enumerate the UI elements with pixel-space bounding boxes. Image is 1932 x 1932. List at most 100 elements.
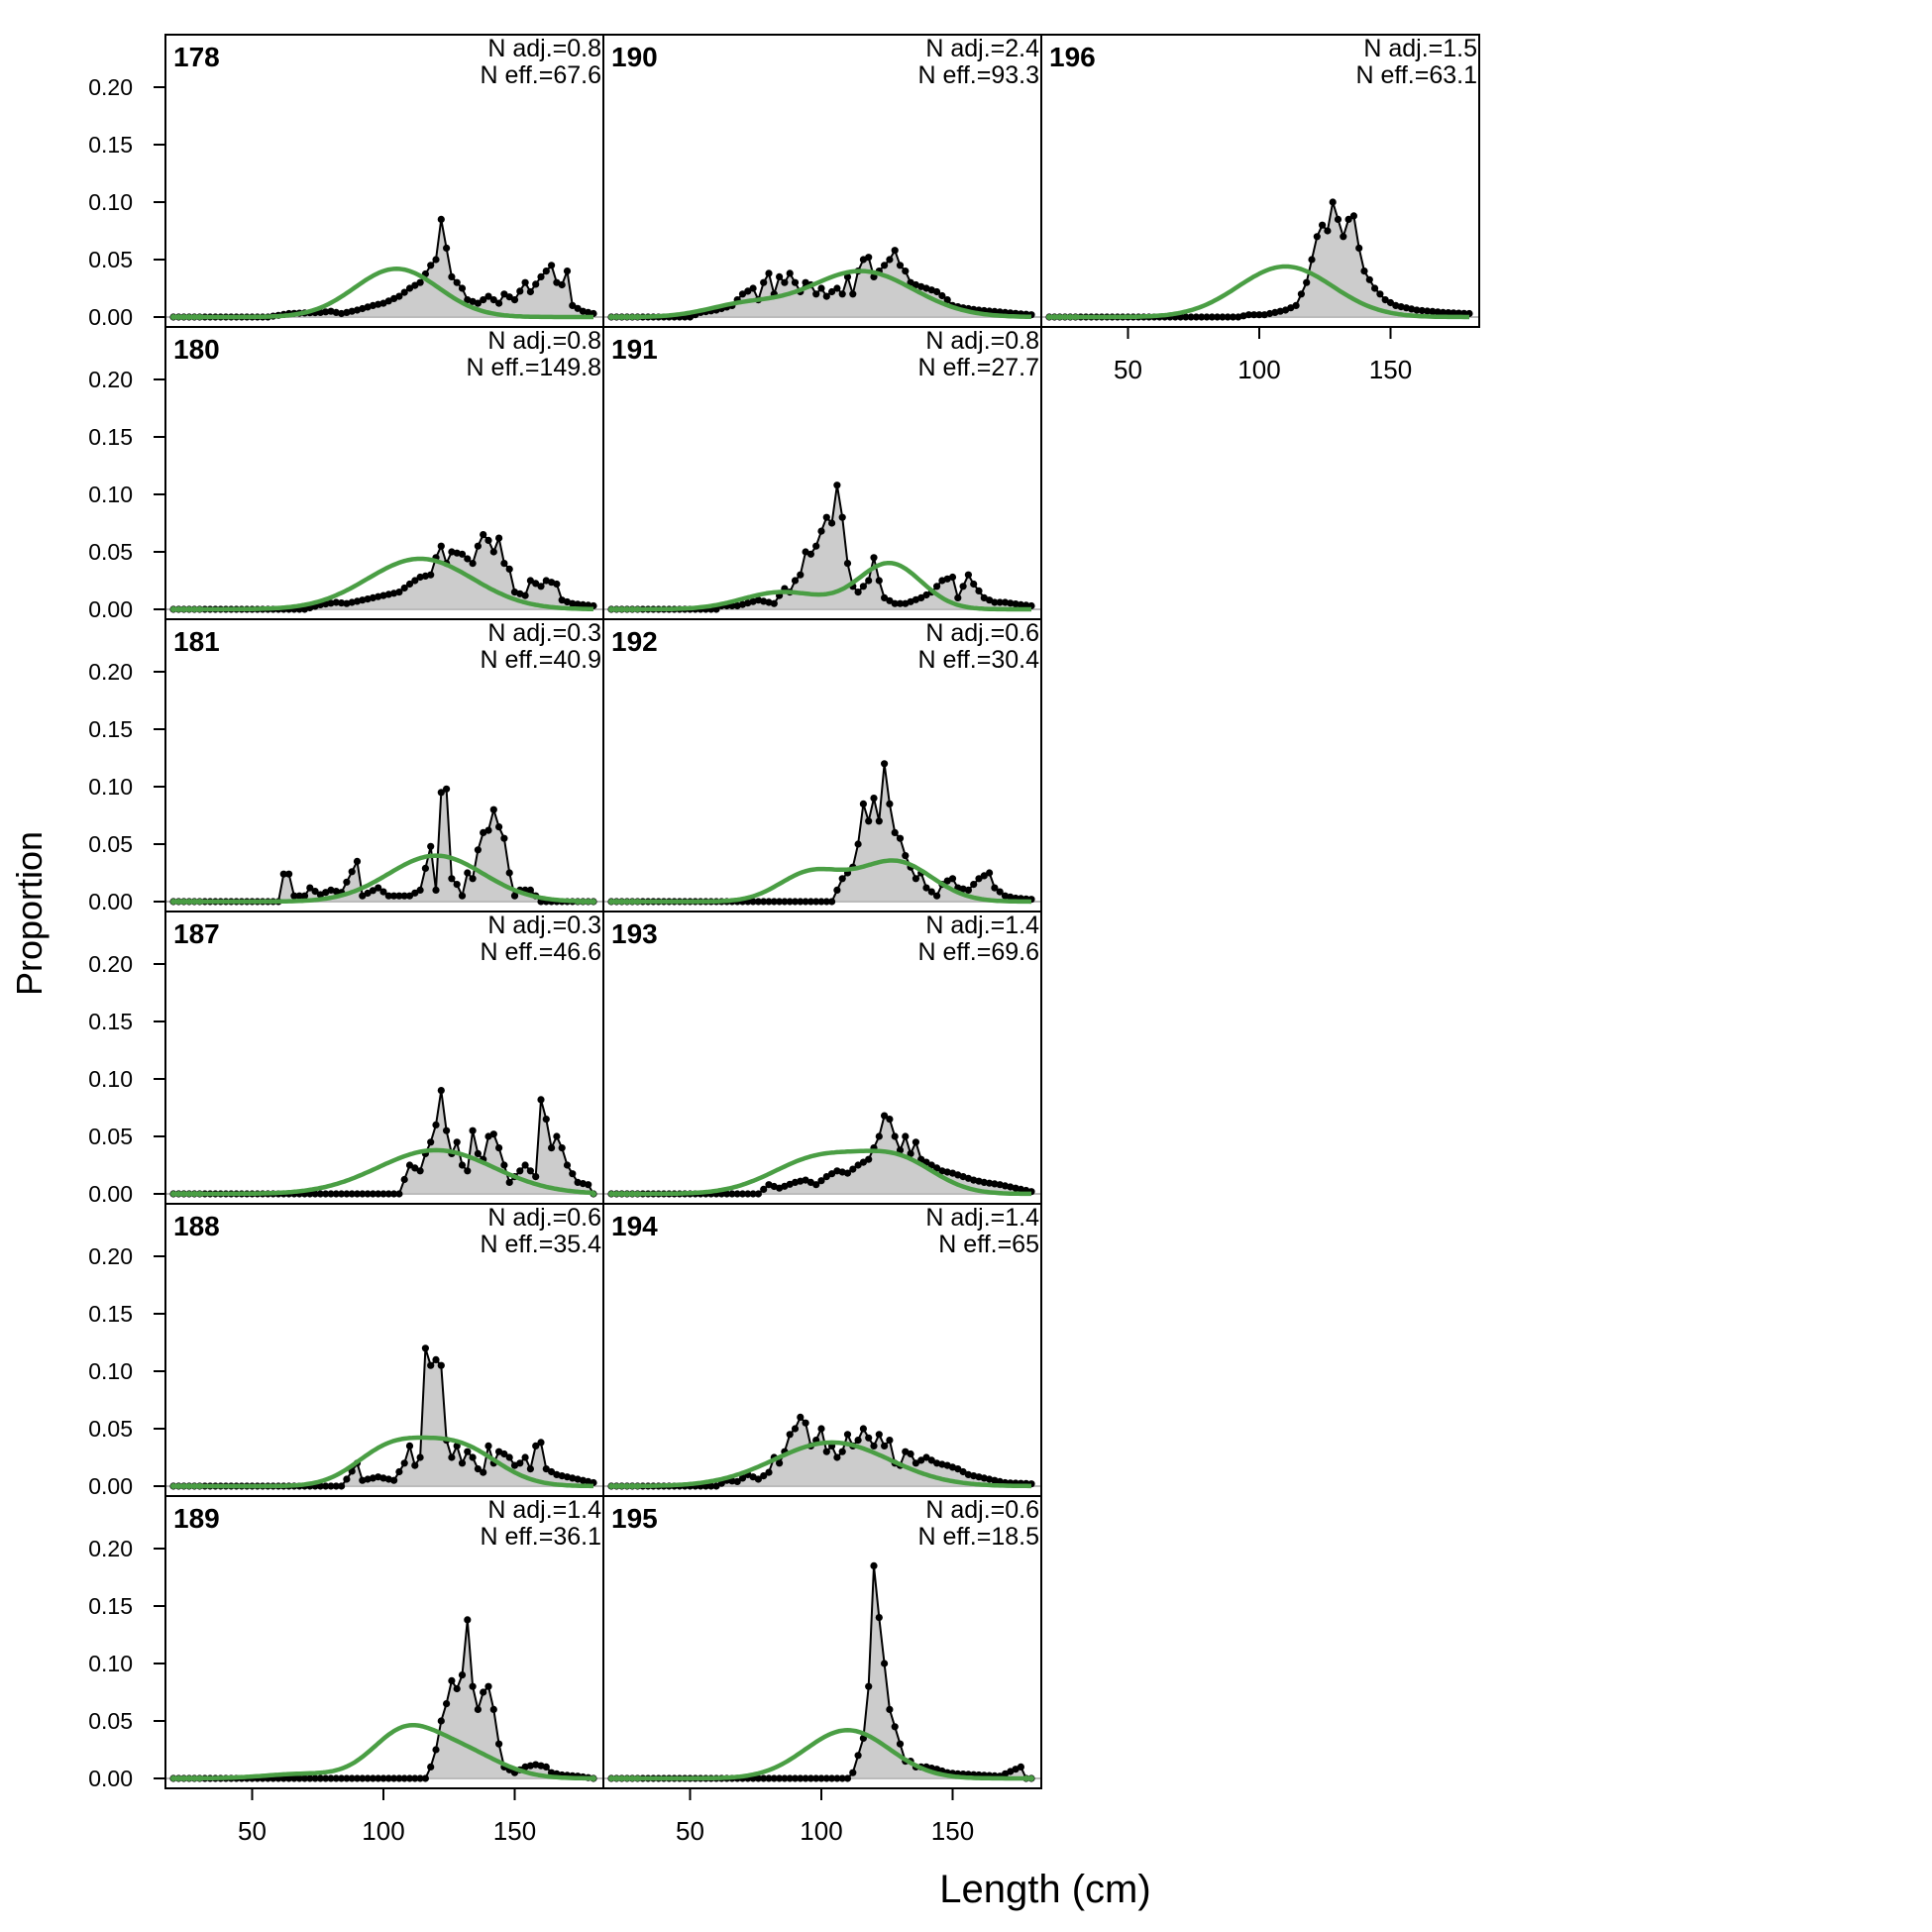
observed-point bbox=[1434, 308, 1442, 316]
observed-point bbox=[776, 272, 784, 280]
observed-area bbox=[173, 1619, 593, 1778]
zero-point bbox=[623, 1483, 630, 1489]
observed-point bbox=[854, 1752, 862, 1760]
zero-point bbox=[170, 1483, 176, 1489]
observed-point bbox=[453, 1442, 461, 1449]
observed-point bbox=[938, 291, 946, 300]
observed-point bbox=[806, 550, 814, 558]
observed-point bbox=[802, 1419, 809, 1427]
observed-point bbox=[875, 1132, 883, 1140]
panel-year-label: 191 bbox=[611, 334, 658, 365]
observed-point bbox=[948, 573, 957, 582]
observed-point bbox=[723, 1190, 731, 1198]
observed-point bbox=[532, 1173, 540, 1181]
observed-point bbox=[432, 256, 440, 264]
observed-point bbox=[495, 1144, 503, 1152]
expected-line bbox=[173, 267, 593, 320]
observed-point bbox=[886, 1705, 894, 1713]
observed-point bbox=[927, 888, 935, 896]
observed-point bbox=[917, 1456, 925, 1464]
expected-line bbox=[173, 1147, 594, 1197]
observed-point bbox=[912, 1459, 919, 1467]
observed-point bbox=[881, 593, 889, 601]
observed-point bbox=[343, 1774, 351, 1782]
observed-point bbox=[348, 1190, 356, 1198]
observed-point bbox=[754, 1774, 762, 1782]
observed-point bbox=[896, 599, 905, 607]
zero-point bbox=[180, 1483, 187, 1489]
y-tick-label: 0.10 bbox=[88, 1066, 133, 1092]
observed-point bbox=[332, 1190, 340, 1198]
observed-point bbox=[338, 1482, 346, 1490]
observed-point bbox=[927, 1161, 935, 1169]
observed-point bbox=[405, 580, 414, 589]
y-tick-label: 0.15 bbox=[88, 424, 133, 450]
observed-point bbox=[1187, 313, 1195, 321]
zero-point bbox=[623, 899, 630, 905]
zero-point bbox=[196, 606, 203, 612]
observed-point bbox=[306, 884, 314, 892]
observed-point bbox=[917, 593, 925, 601]
observed-point bbox=[489, 1130, 497, 1138]
observed-line bbox=[1049, 201, 1470, 318]
observed-point bbox=[1413, 306, 1421, 314]
observed-point bbox=[448, 875, 456, 883]
observed-point bbox=[902, 852, 910, 860]
observed-point bbox=[400, 288, 408, 296]
observed-point bbox=[316, 1482, 324, 1490]
observed-area bbox=[173, 1090, 593, 1194]
observed-point bbox=[1418, 306, 1426, 315]
zero-point bbox=[575, 899, 582, 905]
observed-point bbox=[379, 1774, 387, 1782]
panel-year-label: 194 bbox=[611, 1211, 658, 1241]
observed-point bbox=[822, 513, 830, 521]
n-adj-label: N adj.=1.4 bbox=[925, 1204, 1039, 1232]
observed-point bbox=[332, 598, 340, 606]
observed-point bbox=[891, 247, 899, 255]
y-tick-label: 0.20 bbox=[88, 367, 133, 392]
observed-point bbox=[464, 869, 472, 877]
observed-point bbox=[343, 1190, 351, 1198]
observed-point bbox=[865, 254, 873, 262]
observed-point bbox=[1203, 313, 1211, 321]
zero-point bbox=[623, 314, 630, 320]
observed-point bbox=[828, 1170, 836, 1178]
observed-point bbox=[338, 1774, 346, 1782]
zero-point bbox=[191, 314, 198, 320]
observed-point bbox=[500, 560, 508, 568]
zero-point bbox=[170, 606, 176, 612]
zero-point bbox=[185, 1483, 192, 1489]
n-adj-label: N adj.=0.8 bbox=[487, 327, 601, 355]
panel-178: 178 N adj.=0.8N eff.=67.6 0.00 0.05 0.10 0.15… bbox=[88, 34, 604, 330]
observed-point bbox=[332, 1482, 340, 1490]
observed-point bbox=[812, 1774, 820, 1782]
observed-point bbox=[996, 888, 1004, 896]
n-eff-label: N eff.=69.6 bbox=[917, 938, 1039, 966]
observed-point bbox=[359, 892, 367, 900]
observed-point bbox=[812, 542, 820, 550]
n-eff-label: N eff.=36.1 bbox=[480, 1523, 601, 1551]
zero-point bbox=[613, 606, 620, 612]
observed-point bbox=[849, 290, 857, 298]
observed-point bbox=[548, 1467, 556, 1476]
observed-point bbox=[443, 1127, 451, 1134]
observed-point bbox=[375, 1774, 382, 1782]
observed-area bbox=[611, 763, 1031, 902]
zero-point bbox=[191, 899, 198, 905]
observed-point bbox=[986, 1179, 994, 1187]
observed-point bbox=[881, 262, 889, 269]
observed-point bbox=[338, 599, 346, 607]
observed-point bbox=[400, 1459, 408, 1467]
observed-point bbox=[933, 1164, 941, 1172]
observed-point bbox=[548, 262, 556, 269]
panel-year-label: 193 bbox=[611, 918, 658, 949]
zero-point bbox=[1028, 1775, 1034, 1781]
zero-point bbox=[196, 899, 203, 905]
observed-point bbox=[1319, 221, 1327, 229]
panel-191: 191 N adj.=0.8N eff.=27.7 bbox=[602, 326, 1042, 620]
n-eff-label: N eff.=46.6 bbox=[480, 938, 601, 966]
zero-point bbox=[613, 1775, 620, 1781]
observed-point bbox=[875, 1431, 883, 1439]
observed-point bbox=[327, 1190, 335, 1198]
observed-point bbox=[480, 1468, 487, 1476]
